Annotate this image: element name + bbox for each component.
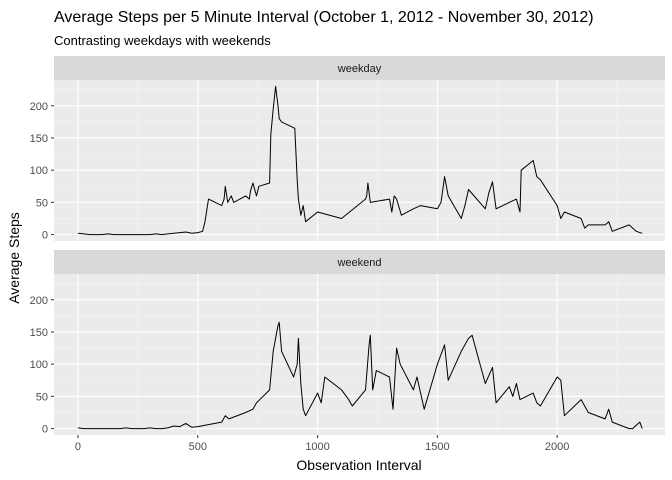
series-line-weekend [77, 321, 643, 430]
panel-background-weekend [54, 274, 665, 435]
x-tick-label: 1000 [305, 441, 329, 453]
y-tick-label: 0 [42, 424, 48, 436]
x-tick-label: 1500 [425, 441, 449, 453]
panel-background-weekday [54, 80, 665, 241]
facet-strip-weekend [54, 250, 665, 274]
facet-label-weekend: weekend [336, 257, 381, 269]
y-tick-label: 50 [36, 197, 48, 209]
x-tick-label: 500 [189, 441, 207, 453]
y-tick-label: 200 [30, 295, 48, 307]
y-axis-title: Average Steps [6, 212, 22, 304]
x-tick-label: 2000 [545, 441, 569, 453]
x-axis-title: Observation Interval [296, 457, 421, 473]
y-tick-label: 150 [30, 133, 48, 145]
chart-subtitle: Contrasting weekdays with weekends [54, 33, 271, 48]
y-tick-label: 100 [30, 165, 48, 177]
y-tick-label: 100 [30, 359, 48, 371]
facet-strip-weekday [54, 56, 665, 80]
y-tick-label: 0 [42, 230, 48, 242]
y-tick-label: 200 [30, 101, 48, 113]
chart-title: Average Steps per 5 Minute Interval (Oct… [54, 9, 594, 26]
y-tick-label: 50 [36, 391, 48, 403]
facet-label-weekday: weekday [337, 63, 382, 75]
series-line-weekday [77, 85, 643, 236]
x-tick-label: 0 [75, 441, 81, 453]
y-tick-label: 150 [30, 327, 48, 339]
